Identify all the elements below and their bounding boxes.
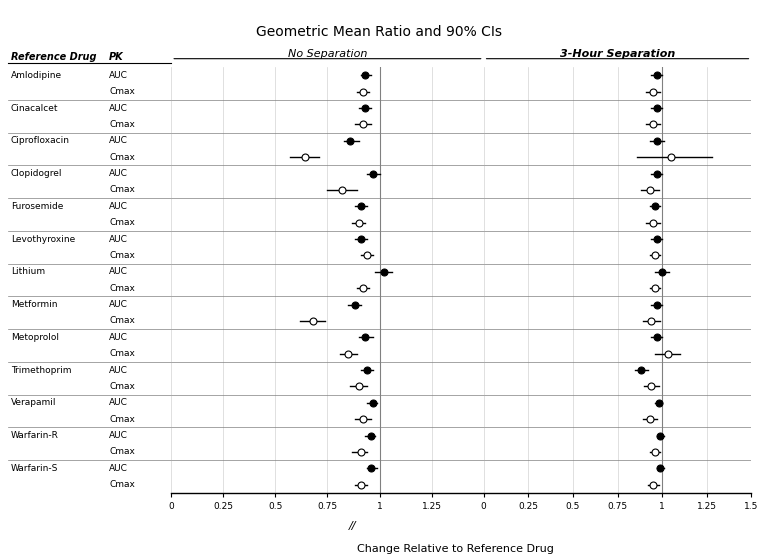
Text: Cmax: Cmax — [109, 87, 135, 96]
Text: //: // — [349, 521, 357, 531]
Text: Trimethoprim: Trimethoprim — [11, 366, 71, 375]
Text: 3-Hour Separation: 3-Hour Separation — [560, 49, 676, 59]
Text: AUC: AUC — [109, 333, 128, 342]
Text: Warfarin-R: Warfarin-R — [11, 431, 58, 440]
Text: Cmax: Cmax — [109, 218, 135, 227]
Text: Cmax: Cmax — [109, 120, 135, 129]
Text: AUC: AUC — [109, 71, 128, 80]
Text: AUC: AUC — [109, 431, 128, 440]
Text: Cmax: Cmax — [109, 251, 135, 260]
Text: Cmax: Cmax — [109, 316, 135, 325]
Text: Metoprolol: Metoprolol — [11, 333, 59, 342]
Text: Amlodipine: Amlodipine — [11, 71, 62, 80]
Text: No Separation: No Separation — [288, 49, 367, 59]
Text: AUC: AUC — [109, 169, 128, 178]
Text: Cinacalcet: Cinacalcet — [11, 104, 58, 113]
Text: AUC: AUC — [109, 235, 128, 244]
Text: Ciprofloxacin: Ciprofloxacin — [11, 137, 70, 146]
Text: Cmax: Cmax — [109, 447, 135, 456]
Text: AUC: AUC — [109, 300, 128, 309]
Text: Cmax: Cmax — [109, 185, 135, 194]
Text: Cmax: Cmax — [109, 284, 135, 293]
Text: Reference Drug: Reference Drug — [11, 52, 96, 62]
Text: AUC: AUC — [109, 202, 128, 211]
Text: Cmax: Cmax — [109, 382, 135, 391]
Text: Cmax: Cmax — [109, 349, 135, 358]
Text: AUC: AUC — [109, 104, 128, 113]
Text: AUC: AUC — [109, 366, 128, 375]
Text: AUC: AUC — [109, 398, 128, 407]
Text: Geometric Mean Ratio and 90% CIs: Geometric Mean Ratio and 90% CIs — [257, 25, 502, 39]
Text: Cmax: Cmax — [109, 414, 135, 423]
Text: PK: PK — [109, 52, 124, 62]
Text: Metformin: Metformin — [11, 300, 58, 309]
Text: Clopidogrel: Clopidogrel — [11, 169, 62, 178]
Text: Furosemide: Furosemide — [11, 202, 63, 211]
Text: Warfarin-S: Warfarin-S — [11, 464, 58, 473]
Text: Levothyroxine: Levothyroxine — [11, 235, 75, 244]
Text: Lithium: Lithium — [11, 267, 45, 276]
Text: Change Relative to Reference Drug: Change Relative to Reference Drug — [357, 544, 554, 554]
Text: AUC: AUC — [109, 137, 128, 146]
Text: Cmax: Cmax — [109, 480, 135, 489]
Text: Cmax: Cmax — [109, 153, 135, 162]
Text: Verapamil: Verapamil — [11, 398, 56, 407]
Text: AUC: AUC — [109, 267, 128, 276]
Text: AUC: AUC — [109, 464, 128, 473]
